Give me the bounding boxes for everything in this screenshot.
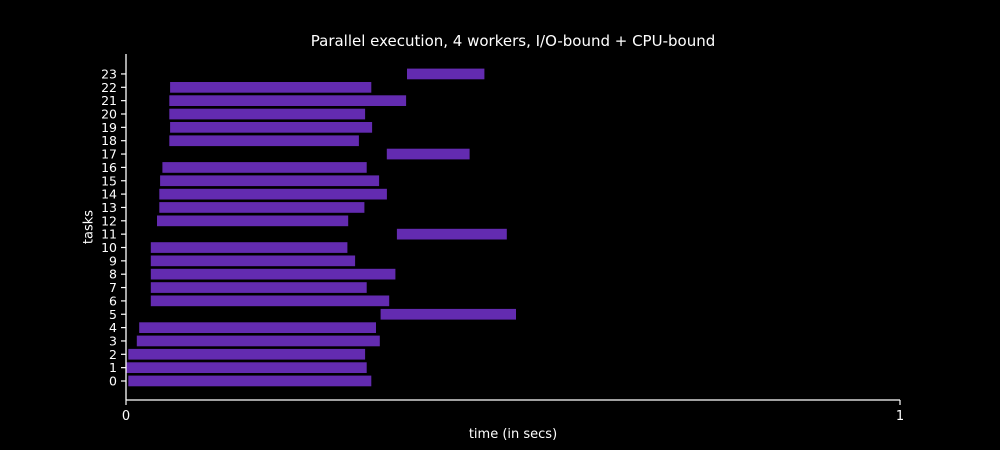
y-tick-label: 20 <box>101 107 117 122</box>
task-bar-9 <box>150 255 356 267</box>
y-tick-label: 4 <box>109 320 117 335</box>
task-bar-1 <box>126 362 367 373</box>
y-tick-label: 11 <box>101 227 117 242</box>
y-tick-label: 22 <box>101 80 117 95</box>
task-bar-8 <box>150 268 396 280</box>
task-bar-3 <box>136 335 380 347</box>
task-bar-2 <box>128 348 366 360</box>
y-tick-label: 0 <box>109 374 117 389</box>
y-tick-label: 16 <box>101 160 117 175</box>
task-bar-22 <box>170 82 372 93</box>
y-tick-label: 1 <box>109 360 117 375</box>
task-bar-12 <box>157 215 349 227</box>
task-bar-14 <box>159 188 387 200</box>
task-bar-19 <box>170 122 373 133</box>
task-bar-6 <box>150 295 390 307</box>
y-tick-label: 17 <box>101 147 117 162</box>
y-tick-label: 6 <box>109 293 117 308</box>
y-tick-label: 5 <box>109 307 117 322</box>
y-tick-label: 2 <box>109 347 117 362</box>
y-tick-label: 7 <box>109 280 117 295</box>
task-bar-7 <box>150 282 367 293</box>
task-bar-0 <box>128 375 372 387</box>
x-tick-label: 1 <box>896 409 904 424</box>
y-tick-label: 8 <box>109 267 117 282</box>
y-tick-label: 9 <box>109 253 117 268</box>
y-tick-label: 10 <box>101 240 117 255</box>
task-bar-11 <box>396 228 507 240</box>
y-tick-label: 12 <box>101 213 117 228</box>
task-bar-21 <box>169 95 407 106</box>
y-tick-label: 18 <box>101 133 117 148</box>
task-bar-10 <box>150 242 348 253</box>
task-bar-5 <box>380 308 516 320</box>
task-bar-4 <box>139 322 376 333</box>
y-tick-label: 19 <box>101 120 117 135</box>
task-bar-18 <box>169 135 359 147</box>
y-tick-label: 21 <box>101 93 117 108</box>
task-bar-13 <box>159 202 365 213</box>
chart-title: Parallel execution, 4 workers, I/O-bound… <box>310 32 716 50</box>
x-axis-label: time (in secs) <box>468 427 558 442</box>
task-bar-23 <box>407 68 485 80</box>
task-bar-17 <box>386 148 470 160</box>
y-tick-label: 3 <box>109 333 117 348</box>
task-bar-20 <box>169 108 366 120</box>
y-tick-label: 13 <box>101 200 117 215</box>
x-tick-label: 0 <box>122 409 130 424</box>
y-tick-label: 14 <box>101 187 117 202</box>
y-tick-label: 15 <box>101 173 117 188</box>
task-bar-16 <box>162 162 367 173</box>
task-bar-15 <box>160 175 380 187</box>
y-tick-label: 23 <box>101 66 117 81</box>
